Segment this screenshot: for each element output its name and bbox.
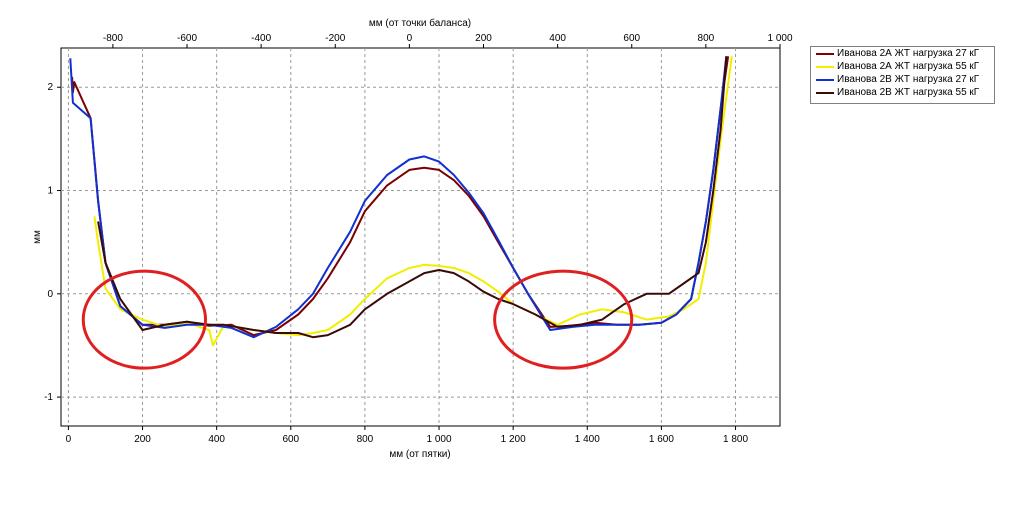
top-tick-label: 1 000 <box>767 33 792 44</box>
series-lines <box>69 56 733 347</box>
top-tick-label: 800 <box>698 33 715 44</box>
plot-area <box>60 47 781 427</box>
legend-item: Иванова 2А ЖТ нагрузка 55 кГ <box>811 60 994 73</box>
annotations <box>81 269 634 370</box>
legend-swatch <box>816 92 834 94</box>
highlight-ellipse-2 <box>493 269 634 370</box>
legend-label: Иванова 2А ЖТ нагрузка 55 кГ <box>837 61 980 72</box>
top-axis-title: мм (от точки баланса) <box>369 17 471 29</box>
x-tick-label: 1 800 <box>723 434 748 445</box>
legend-item: Иванова 2В ЖТ нагрузка 27 кГ <box>811 73 994 86</box>
x-tick-label: 400 <box>208 434 225 445</box>
top-tick-label: -600 <box>177 33 197 44</box>
legend-swatch <box>816 66 834 68</box>
series-line-3 <box>69 56 728 339</box>
x-tick-label: 1 200 <box>501 434 526 445</box>
y-tick-label: -1 <box>44 392 53 403</box>
legend-label: Иванова 2А ЖТ нагрузка 27 кГ <box>837 48 980 59</box>
legend: Иванова 2А ЖТ нагрузка 27 кГ Иванова 2А Ж… <box>810 46 995 104</box>
y-tick-label: 1 <box>47 186 53 197</box>
gridlines <box>61 48 780 426</box>
top-tick-label: 0 <box>407 33 413 44</box>
x-tick-label: 1 400 <box>575 434 600 445</box>
top-tick-label: 600 <box>623 33 640 44</box>
x-tick-label: 600 <box>282 434 299 445</box>
legend-item: Иванова 2В ЖТ нагрузка 55 кГ <box>811 86 994 99</box>
legend-swatch <box>816 79 834 81</box>
x-tick-label: 800 <box>357 434 374 445</box>
legend-label: Иванова 2В ЖТ нагрузка 55 кГ <box>837 87 980 98</box>
top-tick-label: 400 <box>549 33 566 44</box>
x-axis-top: -800 -600 -400 -200 0 200 400 600 800 1 000 <box>103 33 793 48</box>
series-line-4 <box>97 56 728 339</box>
x-axis-bottom: 0 200 400 600 800 1 000 1 200 1 400 1 600 1 800 <box>66 426 748 445</box>
y-axis: -1 0 1 2 <box>44 82 61 403</box>
top-tick-label: -200 <box>325 33 345 44</box>
top-tick-label: 200 <box>475 33 492 44</box>
legend-item: Иванова 2А ЖТ нагрузка 27 кГ <box>811 47 994 60</box>
x-tick-label: 1 000 <box>427 434 452 445</box>
x-tick-label: 1 600 <box>649 434 674 445</box>
y-tick-label: 2 <box>47 82 53 93</box>
y-tick-label: 0 <box>47 289 53 300</box>
y-axis-title: мм <box>32 230 43 244</box>
highlight-ellipse-1 <box>81 269 208 370</box>
legend-label: Иванова 2В ЖТ нагрузка 27 кГ <box>837 74 980 85</box>
top-tick-label: -800 <box>103 33 123 44</box>
top-tick-label: -400 <box>251 33 271 44</box>
legend-swatch <box>816 53 834 55</box>
x-axis-title: мм (от пятки) <box>389 449 450 460</box>
x-tick-label: 200 <box>134 434 151 445</box>
x-tick-label: 0 <box>66 434 72 445</box>
